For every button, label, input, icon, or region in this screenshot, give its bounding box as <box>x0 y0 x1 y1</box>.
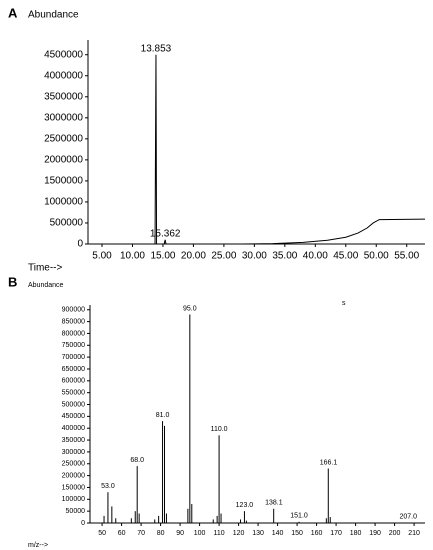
peak-label: 138.1 <box>265 500 283 507</box>
x-tick-label: 40.00 <box>303 251 328 262</box>
y-tick-label: 0 <box>81 520 85 527</box>
y-tick-label: 200000 <box>62 472 85 479</box>
x-tick-label: 150 <box>291 530 303 537</box>
peak-label: 15.362 <box>150 228 181 239</box>
y-axis-label: Abundance <box>28 10 79 21</box>
peak-label: 81.0 <box>156 412 170 419</box>
x-tick-label: 55.00 <box>394 251 419 262</box>
y-tick-label: 1500000 <box>44 176 83 187</box>
note: s <box>342 300 346 307</box>
y-axis-label: Abundance <box>28 282 64 289</box>
y-tick-label: 450000 <box>62 413 85 420</box>
peak-label: 13.853 <box>141 43 172 54</box>
x-axis-label: Time--> <box>28 263 63 274</box>
y-tick-label: 1000000 <box>44 197 83 208</box>
y-tick-label: 650000 <box>62 366 85 373</box>
x-tick-label: 140 <box>272 530 284 537</box>
y-tick-label: 3500000 <box>44 91 83 102</box>
y-tick-label: 850000 <box>62 318 85 325</box>
x-tick-label: 20.00 <box>181 251 206 262</box>
x-tick-label: 110 <box>214 530 225 537</box>
y-tick-label: 350000 <box>62 437 85 444</box>
x-tick-label: 35.00 <box>272 251 297 262</box>
x-tick-label: 70 <box>137 530 145 537</box>
x-tick-label: 50.00 <box>364 251 389 262</box>
x-tick-label: 190 <box>369 530 381 537</box>
x-tick-label: 160 <box>311 530 323 537</box>
x-tick-label: 45.00 <box>333 251 358 262</box>
y-tick-label: 500000 <box>50 218 84 229</box>
x-tick-label: 90 <box>176 530 184 537</box>
x-tick-label: 25.00 <box>211 251 236 262</box>
y-tick-label: 500000 <box>62 401 85 408</box>
x-tick-label: 30.00 <box>242 251 267 262</box>
x-tick-label: 210 <box>408 530 420 537</box>
y-tick-label: 50000 <box>66 508 86 515</box>
x-tick-label: 120 <box>233 530 245 537</box>
panel-label: A <box>8 5 18 20</box>
panel-label: B <box>8 274 17 289</box>
y-tick-label: 3000000 <box>44 112 83 123</box>
x-tick-label: 50 <box>98 530 106 537</box>
x-tick-label: 170 <box>330 530 342 537</box>
y-tick-label: 750000 <box>62 342 85 349</box>
peak-label: 123.0 <box>236 502 254 509</box>
x-tick-label: 80 <box>157 530 165 537</box>
y-tick-label: 400000 <box>62 425 85 432</box>
y-tick-label: 0 <box>77 239 83 250</box>
y-tick-label: 2000000 <box>44 155 83 166</box>
peak-label: 207.0 <box>399 513 417 520</box>
y-tick-label: 4500000 <box>44 49 83 60</box>
x-tick-label: 5.00 <box>92 251 112 262</box>
peak-label: 68.0 <box>130 457 144 464</box>
peak-label: 151.0 <box>290 513 308 520</box>
peak-label: 110.0 <box>211 426 228 433</box>
peak-label: 166.1 <box>320 459 338 466</box>
x-tick-label: 15.00 <box>150 251 175 262</box>
y-tick-label: 2500000 <box>44 133 83 144</box>
y-tick-label: 4000000 <box>44 70 83 81</box>
peak-label: 53.0 <box>101 483 115 490</box>
x-tick-label: 180 <box>350 530 362 537</box>
y-tick-label: 900000 <box>62 307 85 314</box>
y-tick-label: 600000 <box>62 378 85 385</box>
y-tick-label: 300000 <box>62 449 85 456</box>
y-tick-label: 100000 <box>62 496 85 503</box>
y-tick-label: 700000 <box>62 354 85 361</box>
y-tick-label: 150000 <box>62 484 85 491</box>
x-tick-label: 100 <box>194 530 206 537</box>
peak-label: 95.0 <box>183 305 197 312</box>
y-tick-label: 250000 <box>62 461 85 468</box>
y-tick-label: 800000 <box>62 330 85 337</box>
x-tick-label: 60 <box>118 530 126 537</box>
x-tick-label: 130 <box>252 530 264 537</box>
x-tick-label: 10.00 <box>120 251 145 262</box>
x-axis-label: m/z--> <box>28 542 48 549</box>
chromatogram-line <box>89 54 426 245</box>
x-tick-label: 200 <box>389 530 401 537</box>
y-tick-label: 550000 <box>62 390 85 397</box>
